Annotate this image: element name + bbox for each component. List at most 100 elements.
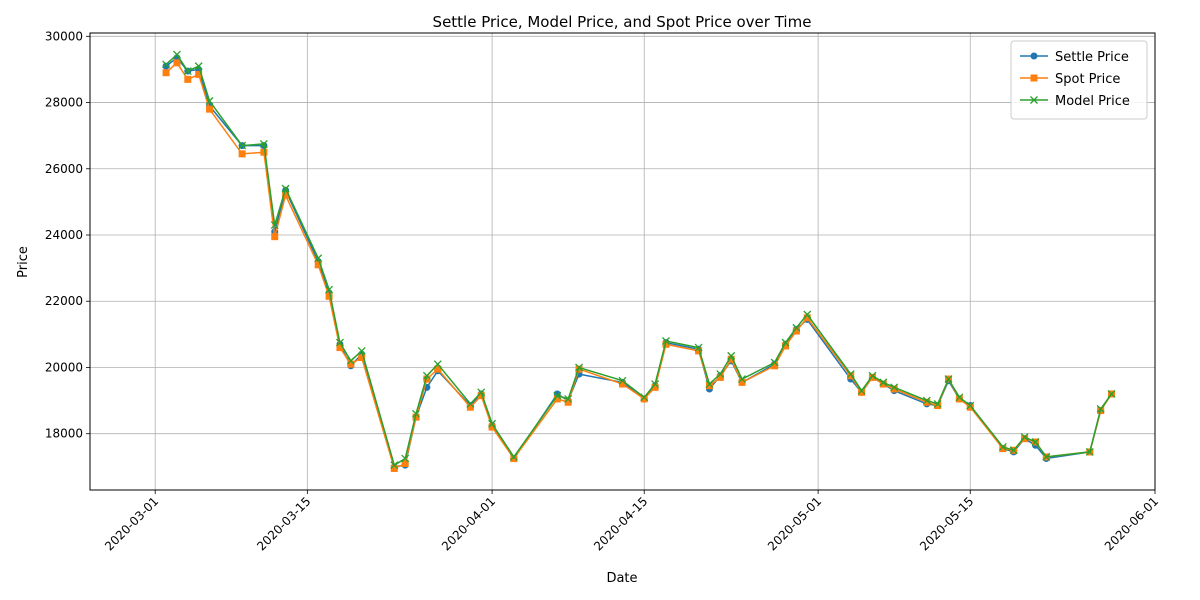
model-price-point	[466, 399, 475, 408]
legend: Settle Price Spot Price Model Price	[1010, 40, 1148, 120]
model-price-point-stroke	[651, 380, 660, 388]
spot-price-point	[162, 69, 170, 77]
model-price-point-stroke	[390, 461, 399, 470]
model-price-point	[477, 388, 486, 397]
model-price-point	[281, 184, 290, 193]
spot-price-point	[803, 314, 811, 322]
legend-item-settle-price: Settle Price	[1020, 50, 1129, 65]
spot-price-point	[325, 292, 333, 300]
model-price-point-stroke	[792, 323, 801, 332]
model-price-point	[770, 358, 779, 367]
model-price-point	[1096, 404, 1105, 413]
model-price-point-stroke	[998, 442, 1007, 451]
legend-item-spot-price: Spot Price	[1020, 72, 1120, 87]
model-price-point	[727, 351, 736, 360]
model-price-point-stroke	[846, 370, 855, 379]
model-price-point	[259, 139, 268, 148]
model-price-point-stroke	[694, 343, 703, 352]
spot-price-point	[358, 354, 366, 362]
grid	[90, 33, 1156, 490]
model-price-point-stroke	[857, 386, 866, 395]
model-price-point-stroke	[433, 360, 442, 369]
model-price-point	[390, 461, 399, 470]
legend-item-model-price: Model Price	[1020, 94, 1130, 109]
model-price-point-stroke	[944, 375, 953, 384]
legend-label: Spot Price	[1055, 72, 1120, 87]
model-price-point	[716, 370, 725, 379]
spot-price-point	[434, 365, 442, 373]
spot-price-point	[879, 380, 887, 388]
series-layer	[162, 50, 1116, 472]
spot-price-point	[466, 403, 474, 411]
model-price-point	[1009, 446, 1018, 455]
model-price-point	[694, 343, 703, 352]
spot-price-point	[184, 75, 192, 83]
model-price-point-stroke	[401, 454, 410, 463]
spot-price-point	[206, 105, 214, 113]
model-price-point-stroke	[890, 383, 899, 392]
model-price-point	[162, 60, 171, 69]
model-price-point	[640, 393, 649, 402]
legend-label: Model Price	[1055, 94, 1130, 109]
model-price-point-stroke	[781, 338, 790, 347]
spot-price-point	[477, 392, 485, 400]
y-tick-label: 28000	[45, 96, 83, 110]
spot-price-point	[390, 464, 398, 472]
spot-price-point	[955, 395, 963, 403]
model-price-point	[651, 380, 660, 388]
model-price-point-stroke	[183, 67, 192, 76]
model-price-point	[868, 371, 877, 380]
spot-price-point	[173, 59, 181, 67]
spot-price-point	[1021, 435, 1029, 443]
spot-price-point	[488, 423, 496, 431]
model-price-point-stroke	[575, 363, 583, 372]
model-price-point	[325, 285, 334, 294]
model-price-point	[172, 50, 181, 59]
model-price-point-stroke	[422, 371, 431, 380]
spot-price-point	[564, 398, 572, 406]
legend-swatch-marker	[1030, 96, 1038, 104]
model-price-point	[944, 375, 953, 384]
model-price-point	[433, 360, 442, 369]
model-price-point-stroke	[922, 396, 931, 405]
chart-title: Settle Price, Model Price, and Spot Pric…	[433, 13, 812, 31]
y-tick-label: 24000	[45, 228, 83, 242]
spot-price-point	[314, 261, 322, 269]
spot-price-point	[238, 150, 246, 158]
model-price-point-stroke	[933, 399, 942, 408]
spot-price-point	[282, 191, 290, 199]
model-price-point-stroke	[1020, 433, 1029, 441]
spot-price-point	[738, 378, 746, 386]
spot-price-point	[847, 372, 855, 380]
spot-price-point	[858, 388, 866, 396]
y-tick-label: 18000	[45, 427, 83, 441]
model-price-point-stroke	[238, 141, 247, 150]
model-price-point	[998, 442, 1007, 451]
model-price-point	[553, 391, 562, 400]
spot-price-point	[423, 375, 431, 383]
spot-price-point	[336, 344, 344, 352]
model-price-point	[966, 401, 975, 410]
model-price-point-stroke	[727, 351, 736, 360]
spot-price-point	[271, 233, 279, 241]
model-price-point-stroke	[803, 310, 812, 319]
y-axis-ticks: 18000 20000 22000 24000 26000 28000 30000	[45, 29, 90, 441]
spot-price-point	[651, 383, 659, 391]
model-price-point	[738, 375, 747, 384]
model-price-point	[314, 254, 323, 263]
model-price-point-stroke	[618, 376, 627, 385]
model-price-point-stroke	[346, 356, 355, 365]
model-price-point	[270, 221, 279, 230]
model-price-point	[803, 310, 812, 319]
spot-price-point	[695, 347, 703, 355]
model-price-point-stroke	[770, 358, 779, 367]
spot-price-point	[640, 395, 648, 403]
model-price-point	[357, 346, 366, 355]
model-price-series	[162, 50, 1116, 470]
model-price-point	[422, 371, 431, 380]
spot-price-point	[727, 355, 735, 363]
spot-price-point	[999, 445, 1007, 453]
spot-price-point	[347, 360, 355, 368]
spot-price-point	[510, 455, 518, 463]
model-price-point	[401, 454, 410, 463]
